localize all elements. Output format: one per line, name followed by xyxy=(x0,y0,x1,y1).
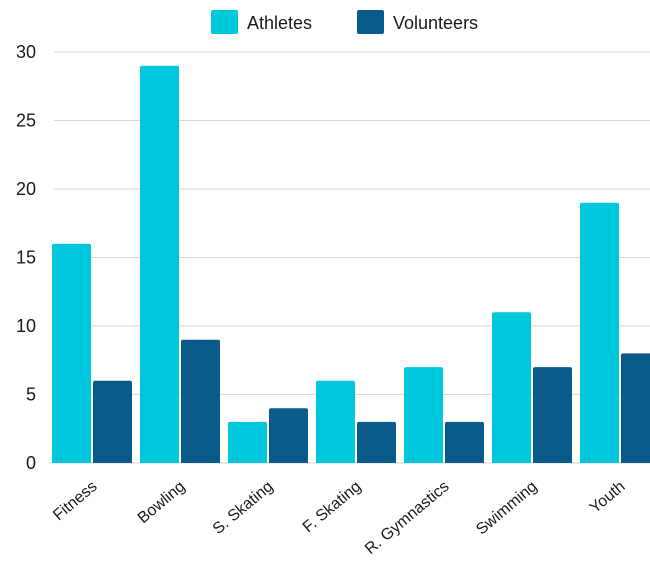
bar-athletes-s-skating xyxy=(228,421,267,463)
x-tick-label-youth: Youth xyxy=(587,478,629,517)
y-tick-label-0: 0 xyxy=(26,453,36,473)
bar-athletes-r-gymnastics xyxy=(404,367,443,463)
bar-volunteers-youth xyxy=(621,353,650,463)
y-tick-label-5: 5 xyxy=(26,385,36,405)
bars xyxy=(52,65,650,463)
bar-athletes-swimming xyxy=(492,312,531,463)
y-tick-label-30: 30 xyxy=(16,42,36,62)
x-tick-label-s-skating: S. Skating xyxy=(210,478,277,538)
legend-item-volunteers: Volunteers xyxy=(357,10,478,34)
y-tick-label-20: 20 xyxy=(16,179,36,199)
x-tick-label-r-gymnastics: R. Gymnastics xyxy=(362,478,453,558)
x-tick-label-fitness: Fitness xyxy=(50,478,100,524)
bar-volunteers-bowling xyxy=(181,339,220,463)
bar-volunteers-s-skating xyxy=(269,408,308,463)
y-tick-label-15: 15 xyxy=(16,248,36,268)
legend: Athletes Volunteers xyxy=(211,10,478,34)
legend-label-athletes: Athletes xyxy=(247,13,312,33)
bar-athletes-f-skating xyxy=(316,380,355,463)
bar-athletes-fitness xyxy=(52,243,91,463)
legend-swatch-volunteers xyxy=(357,10,384,34)
y-tick-label-10: 10 xyxy=(16,316,36,336)
bar-volunteers-fitness xyxy=(93,380,132,463)
bar-volunteers-f-skating xyxy=(357,421,396,463)
legend-swatch-athletes xyxy=(211,10,238,34)
bar-volunteers-r-gymnastics xyxy=(445,421,484,463)
x-tick-label-swimming: Swimming xyxy=(473,478,540,538)
bar-athletes-youth xyxy=(580,202,619,463)
legend-item-athletes: Athletes xyxy=(211,10,312,34)
bar-athletes-bowling xyxy=(140,65,179,463)
bar-volunteers-swimming xyxy=(533,367,572,463)
legend-label-volunteers: Volunteers xyxy=(393,13,478,33)
y-axis-tick-labels: 0 5 10 15 20 25 30 xyxy=(16,42,36,473)
y-tick-label-25: 25 xyxy=(16,111,36,131)
x-tick-label-f-skating: F. Skating xyxy=(300,478,365,536)
x-tick-label-bowling: Bowling xyxy=(135,478,189,527)
